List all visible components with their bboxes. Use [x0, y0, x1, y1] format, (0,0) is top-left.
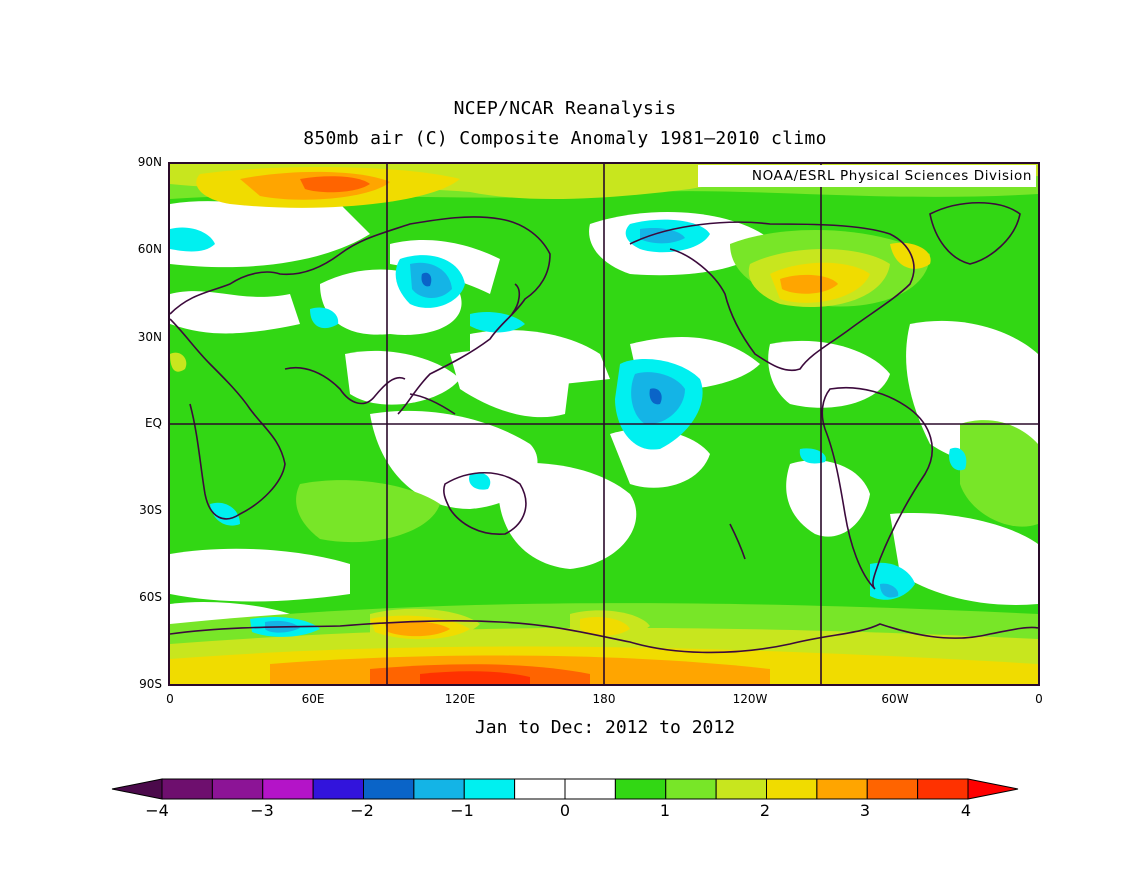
chart-subtitle: 850mb air (C) Composite Anomaly 1981–201…: [303, 128, 827, 149]
gridlines: [170, 164, 1038, 684]
lat-label-60s: 60S: [139, 590, 162, 604]
lat-label-30s: 30S: [139, 503, 162, 517]
lon-label-180: 180: [592, 692, 616, 706]
credit-label: NOAA/ESRL Physical Sciences Division: [698, 165, 1036, 187]
colorbar: [111, 778, 1019, 800]
lon-label-0-east: 0: [1035, 692, 1043, 706]
field-blue: [421, 272, 662, 405]
colorbar-swatch: [866, 778, 919, 800]
colorbar-tick-label: −4: [145, 801, 169, 820]
colorbar-swatch: [312, 778, 364, 800]
colorbar-tick-label: −1: [450, 801, 474, 820]
colorbar-tick-label: 4: [960, 801, 972, 820]
lat-label-90s: 90S: [139, 677, 162, 691]
lon-label-0: 0: [166, 692, 174, 706]
lon-label-120e: 120E: [444, 692, 476, 706]
colorbar-swatch: [463, 778, 516, 800]
colorbar-tick-label: 1: [659, 801, 671, 820]
lat-label-90n: 90N: [137, 155, 162, 169]
colorbar-tick-label: 2: [759, 801, 771, 820]
colorbar-swatch: [665, 778, 717, 800]
field-white-regions: [170, 201, 1038, 671]
colorbar-swatch: [766, 778, 818, 800]
colorbar-swatch: [614, 778, 667, 800]
field-red: [420, 671, 530, 684]
colorbar-swatch: [363, 778, 415, 800]
anomaly-map-svg: [170, 164, 1038, 684]
colorbar-arrow-high: [967, 778, 1019, 800]
colorbar-swatch: [211, 778, 264, 800]
colorbar-swatch: [262, 778, 314, 800]
colorbar-swatch: [917, 778, 969, 800]
colorbar-tick-label: 3: [859, 801, 871, 820]
colorbar-arrow-low: [111, 778, 163, 800]
colorbar-swatch: [564, 778, 616, 800]
lat-label-eq: EQ: [144, 416, 162, 430]
coastlines: [170, 201, 1038, 654]
lon-label-60e: 60E: [301, 692, 325, 706]
lat-label-30n: 30N: [137, 330, 162, 344]
anomaly-map: [168, 162, 1040, 686]
colorbar-swatch: [161, 778, 213, 800]
lat-label-60n: 60N: [137, 242, 162, 256]
colorbar-swatch: [816, 778, 868, 800]
colorbar-tick-label: −2: [350, 801, 374, 820]
lon-label-60w: 60W: [881, 692, 909, 706]
chart-title: NCEP/NCAR Reanalysis: [453, 98, 677, 119]
colorbar-swatch: [715, 778, 767, 800]
colorbar-tick-label: 0: [559, 801, 571, 820]
colorbar-swatch: [514, 778, 566, 800]
date-range-label: Jan to Dec: 2012 to 2012: [474, 717, 736, 738]
lon-label-120w: 120W: [732, 692, 768, 706]
colorbar-tick-label: −3: [250, 801, 274, 820]
colorbar-swatch: [413, 778, 465, 800]
